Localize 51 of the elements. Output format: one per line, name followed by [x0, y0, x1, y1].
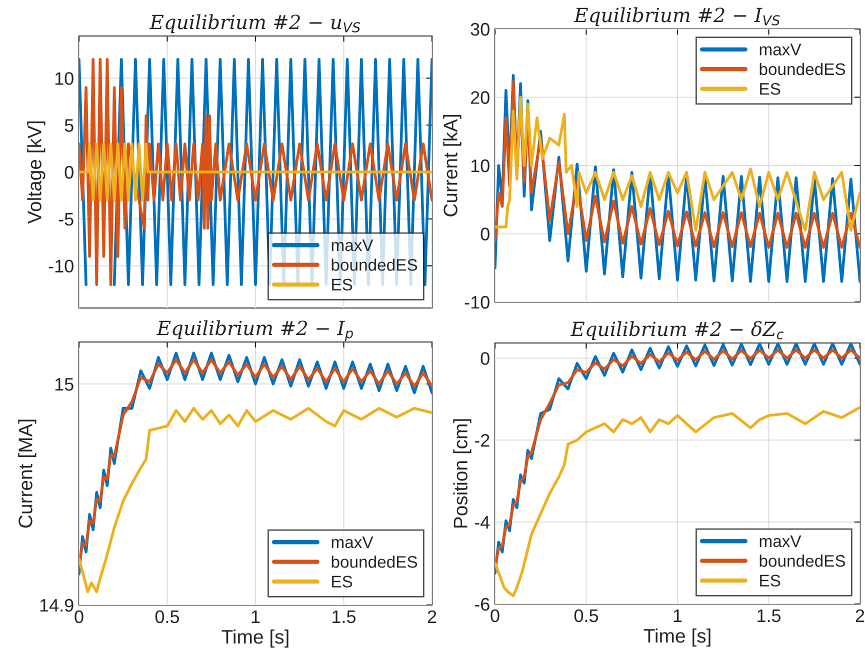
x-tick-label: 0 [490, 609, 500, 622]
x-axis-title: Time [s] [644, 628, 710, 647]
x-tick-label: 0.5 [574, 609, 598, 622]
x-tick-label: 1.5 [332, 610, 356, 624]
y-axis-title: Voltage [kV] [27, 121, 46, 224]
x-tick-label: 0 [74, 610, 84, 624]
y-tick-label: -6 [474, 598, 490, 611]
y-tick-label: -10 [48, 260, 74, 273]
x-tick-label: 0.5 [155, 610, 180, 624]
chart-title: Equilibrium #2 − u$_{VS}$ [149, 14, 360, 34]
legend-label: boundedES [760, 554, 846, 567]
line-series [495, 406, 860, 598]
legend-label: ES [332, 576, 352, 588]
y-tick-label: 30 [470, 22, 490, 36]
legend-label: ES [760, 83, 780, 95]
legend-label: maxV [760, 44, 802, 56]
y-tick-label: 0 [64, 166, 74, 179]
y-axis-title: Position [cm] [453, 419, 472, 528]
chart-title: Equilibrium #2 − δZ$_{c}$ [570, 321, 784, 340]
y-tick-label: 10 [471, 159, 490, 172]
x-tick-label: 1 [674, 610, 682, 622]
legend-label: ES [332, 278, 352, 291]
y-tick-label: 14.9 [40, 598, 74, 612]
x-tick-label: 2 [856, 609, 864, 622]
y-tick-label: 15 [55, 378, 74, 391]
y-tick-label: -2 [474, 434, 490, 447]
y-tick-label: 0 [480, 228, 490, 240]
line-series [495, 96, 860, 232]
y-axis-title: Current [MA] [18, 420, 36, 528]
line-series [79, 406, 432, 594]
legend-label: boundedES [332, 556, 418, 568]
chart-title: Equilibrium #2 − I$_{p}$ [156, 320, 353, 342]
y-tick-label: -10 [464, 296, 490, 309]
y-tick-label: 10 [55, 72, 74, 85]
x-tick-label: 1.5 [758, 610, 781, 622]
y-tick-label: 20 [470, 91, 490, 104]
legend-label: boundedES [332, 258, 418, 271]
x-axis-title: Time [s] [222, 629, 288, 648]
y-tick-label: 0 [480, 352, 490, 365]
y-tick-label: 5 [64, 119, 74, 132]
x-tick-label: 1 [252, 610, 260, 623]
legend-label: maxV [332, 536, 374, 548]
y-tick-label: -5 [58, 213, 74, 226]
x-tick-label: 2 [428, 610, 436, 623]
legend-label: maxV [760, 536, 802, 548]
legend-label: maxV [332, 240, 374, 252]
legend-label: ES [760, 574, 780, 587]
y-tick-label: -4 [474, 516, 490, 529]
chart-title: Equilibrium #2 − I$_{VS}$ [574, 7, 780, 26]
legend-label: boundedES [760, 62, 846, 76]
y-axis-title: Current [kA] [443, 115, 462, 216]
